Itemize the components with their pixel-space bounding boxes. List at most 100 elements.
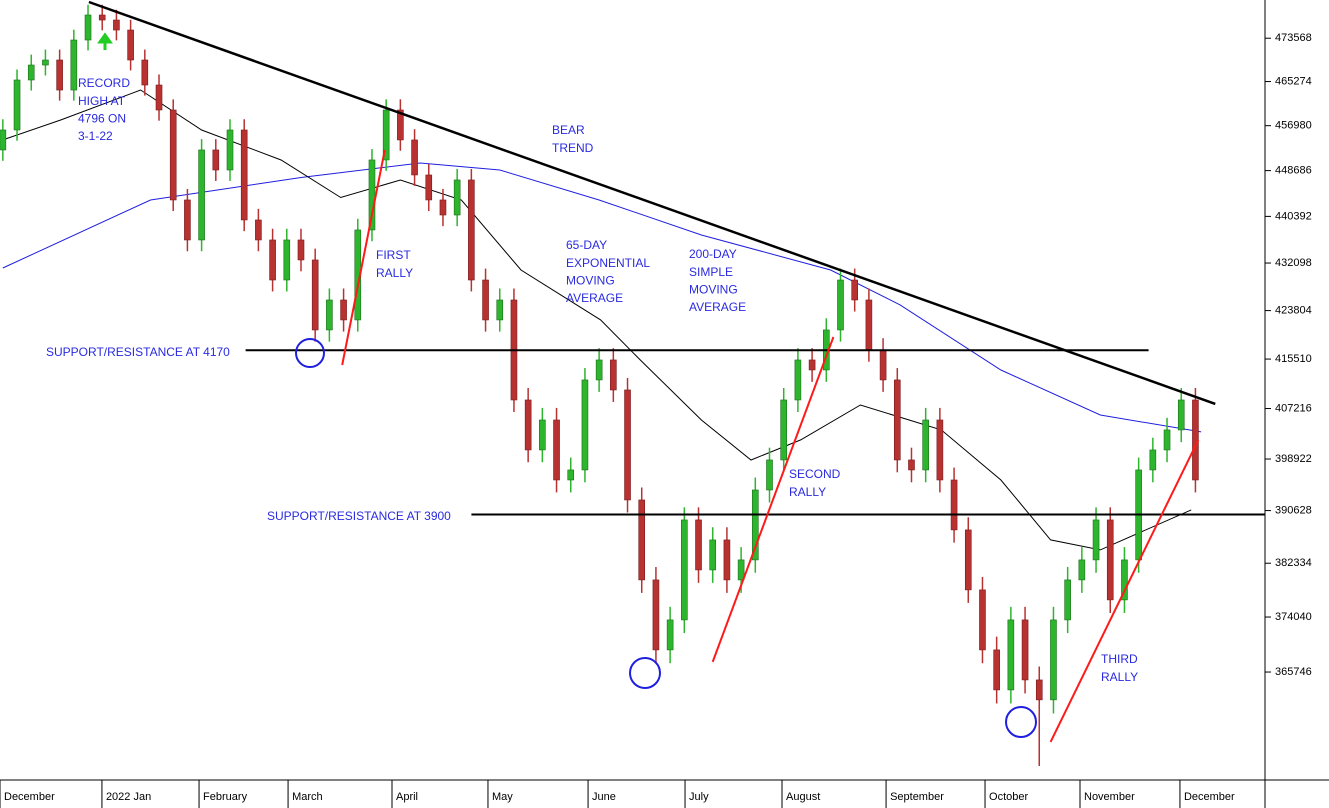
candle-body bbox=[766, 459, 773, 491]
candle-body bbox=[1035, 679, 1043, 701]
candle-body bbox=[397, 109, 404, 141]
candle-body bbox=[0, 129, 7, 151]
annotation: 3-1-22 bbox=[78, 129, 113, 143]
candle-body bbox=[908, 459, 915, 471]
candle-body bbox=[794, 359, 802, 401]
moving-average-line bbox=[2, 162, 1202, 433]
x-tick-label: October bbox=[989, 791, 1028, 803]
candle-body bbox=[979, 589, 986, 651]
annotation: HIGH AT bbox=[78, 94, 126, 108]
candle-body bbox=[13, 79, 21, 131]
record-arrow bbox=[97, 32, 113, 50]
candle-body bbox=[297, 239, 305, 261]
candle-body bbox=[879, 349, 887, 381]
x-tick-label: 2022 Jan bbox=[106, 791, 151, 803]
candle-body bbox=[340, 299, 347, 321]
x-tick-label: May bbox=[492, 791, 513, 803]
candle-body bbox=[56, 59, 63, 91]
candle-body bbox=[42, 59, 49, 66]
trend-line bbox=[88, 0, 1216, 406]
candle-body bbox=[1121, 559, 1128, 601]
candle-body bbox=[198, 149, 205, 241]
annotation: MOVING bbox=[689, 282, 738, 296]
candle-body bbox=[993, 649, 1000, 691]
candle-body bbox=[652, 579, 660, 651]
candle-body bbox=[425, 174, 433, 201]
candle-body bbox=[808, 359, 816, 371]
candle-body bbox=[780, 399, 788, 461]
plot-area bbox=[0, 0, 1265, 767]
y-tick-label: 465274 bbox=[1275, 75, 1312, 87]
candle-body bbox=[567, 469, 575, 481]
candle-body bbox=[1092, 519, 1100, 561]
trend-line bbox=[1049, 439, 1200, 743]
candle-body bbox=[752, 489, 759, 561]
highlight-circle bbox=[295, 338, 325, 368]
annotation: SUPPORT/RESISTANCE AT 4170 bbox=[46, 345, 230, 359]
candle-body bbox=[169, 109, 177, 201]
candle-body bbox=[27, 64, 35, 81]
candle-body bbox=[496, 299, 504, 321]
annotation: 65-DAY bbox=[566, 238, 607, 252]
annotation: THIRD bbox=[1101, 652, 1138, 666]
candle-body bbox=[141, 59, 149, 86]
annotation: RALLY bbox=[1101, 670, 1138, 684]
candle-body bbox=[581, 379, 589, 471]
x-tick-label: July bbox=[689, 791, 709, 803]
annotation-bg bbox=[44, 345, 233, 360]
candle-body bbox=[283, 239, 291, 281]
candle-body bbox=[1149, 449, 1157, 471]
candle-body bbox=[666, 619, 674, 651]
y-tick-label: 398922 bbox=[1275, 453, 1312, 465]
candle-body bbox=[1078, 559, 1086, 581]
y-tick-label: 415510 bbox=[1275, 353, 1312, 365]
candle-body bbox=[439, 199, 447, 216]
candle-body bbox=[155, 84, 163, 111]
y-tick-label: 407216 bbox=[1275, 402, 1312, 414]
candle-body bbox=[113, 19, 120, 31]
x-tick-label: December bbox=[1184, 791, 1235, 803]
candle-body bbox=[922, 419, 929, 471]
candle-body bbox=[1007, 619, 1015, 691]
highlight-circle bbox=[629, 657, 661, 689]
y-tick-label: 390628 bbox=[1275, 504, 1312, 516]
candle-body bbox=[326, 299, 333, 331]
annotation: SUPPORT/RESISTANCE AT 3900 bbox=[267, 509, 451, 523]
candle-body bbox=[127, 29, 134, 61]
annotation: AVERAGE bbox=[566, 291, 623, 305]
y-tick-label: 448686 bbox=[1275, 165, 1312, 177]
y-tick-label: 365746 bbox=[1275, 666, 1312, 678]
candle-body bbox=[964, 529, 972, 591]
candle-body bbox=[1021, 619, 1029, 681]
candle-body bbox=[482, 279, 489, 321]
y-tick-label: 423804 bbox=[1275, 304, 1312, 316]
x-tick-label: December bbox=[4, 791, 55, 803]
candle-body bbox=[681, 519, 688, 621]
candle-body bbox=[553, 419, 560, 481]
candle-body bbox=[624, 389, 631, 501]
annotation: TREND bbox=[552, 141, 594, 155]
candle-body bbox=[723, 539, 731, 581]
x-tick-label: November bbox=[1084, 791, 1135, 803]
candle-body bbox=[184, 199, 191, 241]
x-tick-label: September bbox=[890, 791, 944, 803]
y-tick-label: 456980 bbox=[1275, 120, 1312, 132]
y-tick-label: 440392 bbox=[1275, 210, 1312, 222]
candle-body bbox=[1050, 619, 1057, 701]
candle-body bbox=[524, 399, 532, 451]
y-tick-label: 382334 bbox=[1275, 557, 1312, 569]
candle-body bbox=[1163, 429, 1171, 451]
y-tick-label: 432098 bbox=[1275, 257, 1312, 269]
candle-body bbox=[226, 129, 234, 171]
candle-body bbox=[1064, 579, 1071, 621]
candle-body bbox=[468, 179, 475, 281]
candle-body bbox=[893, 379, 901, 461]
candle-body bbox=[411, 139, 418, 176]
candle-body bbox=[539, 419, 546, 451]
candle-body bbox=[865, 299, 873, 351]
candle-body bbox=[1177, 399, 1185, 431]
annotation: SECOND bbox=[789, 467, 841, 481]
candle-body bbox=[851, 279, 858, 301]
y-tick-label: 473568 bbox=[1275, 32, 1312, 44]
